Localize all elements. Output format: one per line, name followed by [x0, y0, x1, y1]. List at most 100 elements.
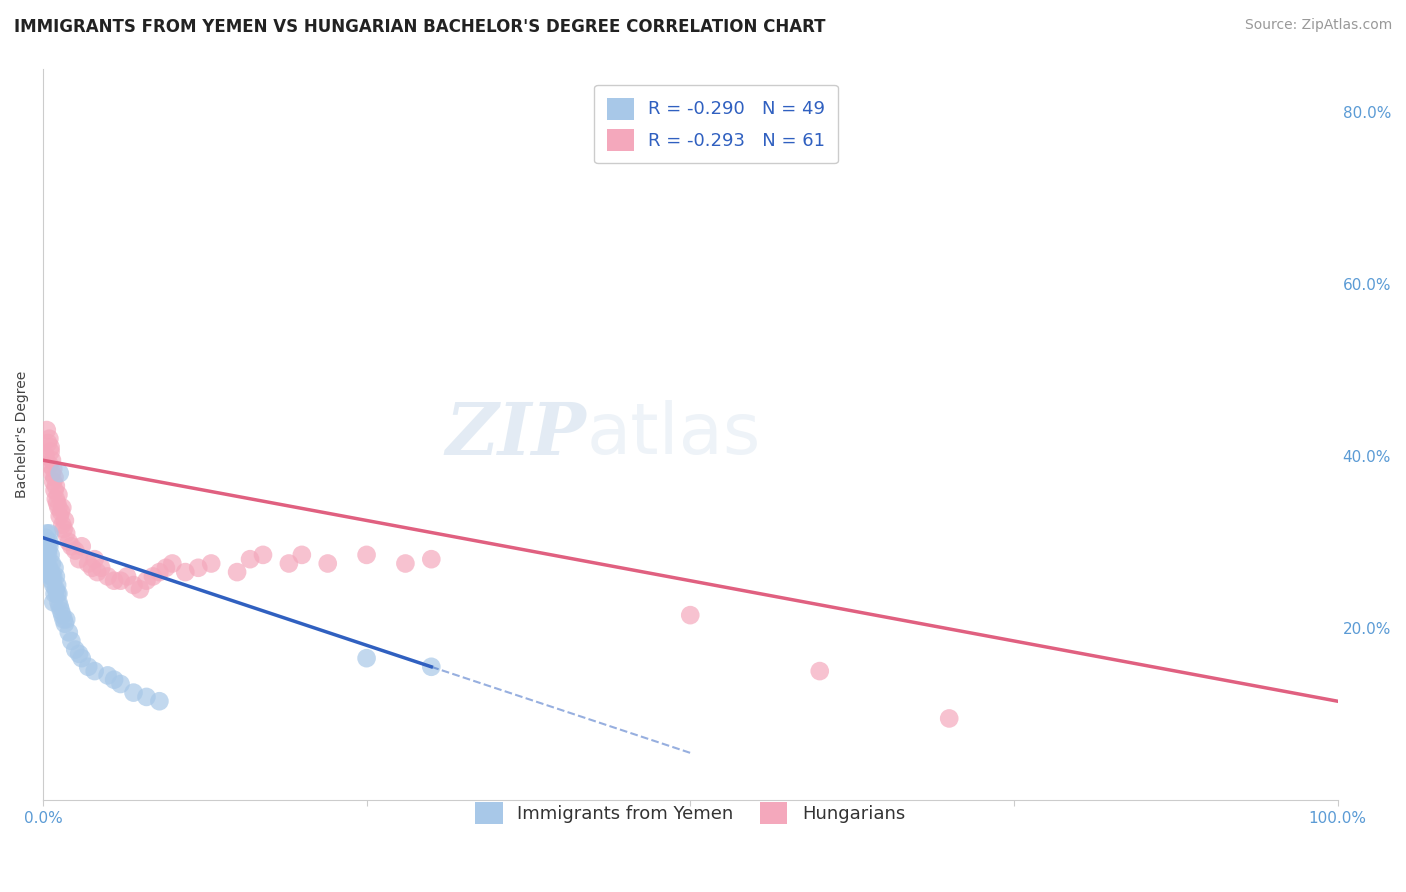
Point [52, 612, 75, 626]
Text: Source: ZipAtlas.com: Source: ZipAtlas.com [1244, 18, 1392, 32]
Point [58, 625, 80, 640]
Point [65, 543, 87, 558]
Point [38, 526, 60, 541]
Point [142, 569, 165, 583]
Point [103, 673, 125, 687]
Point [34, 449, 56, 463]
Point [115, 569, 138, 583]
Point [48, 595, 70, 609]
Point [67, 552, 90, 566]
Point [53, 513, 76, 527]
Point [938, 711, 960, 725]
Point [58, 535, 80, 549]
Point [45, 569, 67, 583]
Point [37, 436, 59, 450]
Point [55, 612, 77, 626]
Point [35, 526, 58, 541]
Point [52, 522, 75, 536]
Point [97, 569, 120, 583]
Point [42, 475, 65, 489]
Point [155, 561, 177, 575]
Point [37, 561, 59, 575]
Point [39, 444, 62, 458]
Point [44, 483, 66, 498]
Point [39, 569, 62, 583]
Point [38, 535, 60, 549]
Point [103, 574, 125, 588]
Point [51, 500, 73, 515]
Point [187, 561, 209, 575]
Point [37, 543, 59, 558]
Point [48, 466, 70, 480]
Point [48, 488, 70, 502]
Point [51, 608, 73, 623]
Point [110, 574, 132, 588]
Point [60, 539, 83, 553]
Point [148, 565, 170, 579]
Point [135, 690, 157, 704]
Point [48, 586, 70, 600]
Point [53, 616, 76, 631]
Point [129, 582, 152, 597]
Point [135, 574, 157, 588]
Point [45, 582, 67, 597]
Point [162, 557, 184, 571]
Point [44, 561, 66, 575]
Point [65, 642, 87, 657]
Point [239, 552, 262, 566]
Point [39, 440, 62, 454]
Point [42, 569, 65, 583]
Point [42, 595, 65, 609]
Point [83, 664, 105, 678]
Point [49, 604, 72, 618]
Y-axis label: Bachelor's Degree: Bachelor's Degree [15, 371, 30, 498]
Point [67, 647, 90, 661]
Point [38, 458, 60, 472]
Point [356, 548, 378, 562]
Point [41, 453, 63, 467]
Point [45, 491, 67, 506]
Point [38, 539, 60, 553]
Point [110, 677, 132, 691]
Point [394, 557, 416, 571]
Point [42, 578, 65, 592]
Point [46, 578, 69, 592]
Point [51, 517, 73, 532]
Point [35, 423, 58, 437]
Point [356, 651, 378, 665]
Point [80, 561, 103, 575]
Point [60, 634, 83, 648]
Point [277, 557, 299, 571]
Point [42, 462, 65, 476]
Point [97, 668, 120, 682]
Point [808, 664, 831, 678]
Point [316, 557, 339, 571]
Point [291, 548, 314, 562]
Point [46, 586, 69, 600]
Point [48, 599, 70, 614]
Text: IMMIGRANTS FROM YEMEN VS HUNGARIAN BACHELOR'S DEGREE CORRELATION CHART: IMMIGRANTS FROM YEMEN VS HUNGARIAN BACHE… [14, 18, 825, 36]
Point [41, 466, 63, 480]
Point [122, 578, 145, 592]
Point [38, 561, 60, 575]
Point [148, 694, 170, 708]
Point [38, 432, 60, 446]
Point [226, 565, 249, 579]
Point [46, 496, 69, 510]
Point [41, 569, 63, 583]
Point [41, 557, 63, 571]
Point [49, 505, 72, 519]
Point [200, 557, 222, 571]
Point [37, 548, 59, 562]
Point [70, 539, 93, 553]
Point [39, 565, 62, 579]
Point [679, 608, 702, 623]
Point [252, 548, 274, 562]
Point [48, 500, 70, 515]
Point [45, 479, 67, 493]
Text: ZIP: ZIP [446, 399, 586, 470]
Point [174, 565, 197, 579]
Point [70, 651, 93, 665]
Point [77, 660, 100, 674]
Point [420, 552, 443, 566]
